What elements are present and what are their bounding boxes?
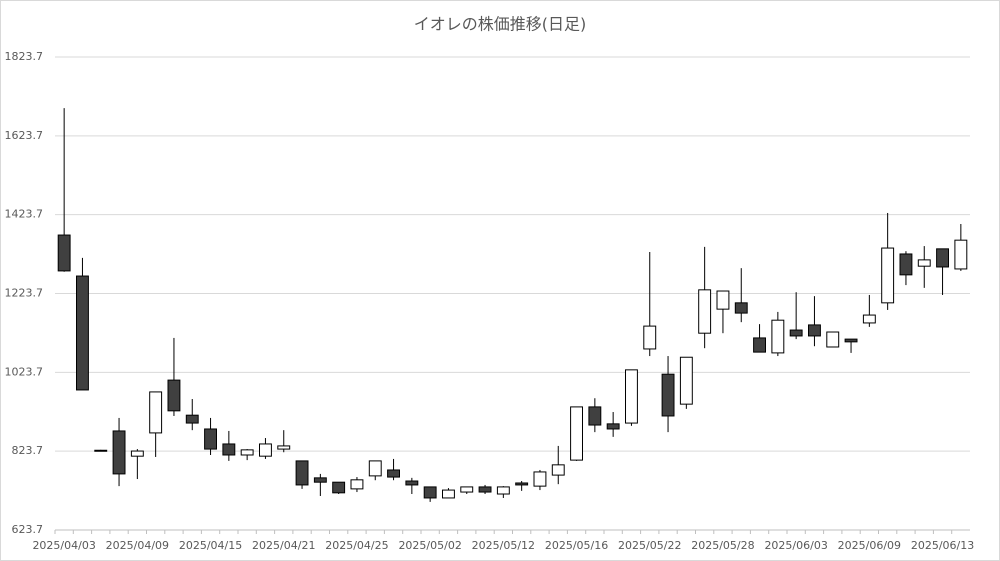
candle-body [716,290,730,310]
candle-body [94,449,108,452]
candle-body [259,443,272,457]
candle-body [734,302,748,314]
candle-body [643,325,657,350]
candle-body [313,477,327,483]
y-tick-label: 823.7 [12,444,44,457]
candle-body [789,329,803,337]
candle-body [405,480,419,486]
candle-body [112,430,126,475]
candle-body [350,479,364,490]
candle-body [551,464,565,476]
x-tick-label: 2025/05/22 [618,539,681,552]
candle-body [57,234,71,272]
x-tick-label: 2025/05/12 [472,539,535,552]
candle-body [881,247,895,304]
candle-body [917,259,931,267]
x-tick-label: 2025/05/16 [545,539,608,552]
candle-body [679,356,693,405]
x-tick-label: 2025/05/02 [398,539,461,552]
candle-body [625,369,638,424]
candle-body [753,337,766,353]
candle-body [478,486,492,493]
candle-body [606,423,620,430]
y-tick-label: 1023.7 [5,365,44,378]
x-tick-label: 2025/04/03 [32,539,95,552]
x-tick-label: 2025/05/28 [691,539,754,552]
y-tick-label: 1623.7 [5,129,44,142]
y-tick-label: 1823.7 [5,50,44,63]
candle-body [185,414,199,424]
candle-body [332,481,346,494]
candle-body [222,443,236,456]
candle-body [936,248,949,268]
candle-body [808,324,821,337]
x-tick-label: 2025/04/09 [106,539,169,552]
candle-body [570,406,583,461]
x-tick-label: 2025/04/15 [179,539,242,552]
chart-title: イオレの株価推移(日足) [414,15,587,34]
candle-body [149,391,163,434]
candle-body [460,486,474,493]
candle-body [533,471,547,487]
candle-body [387,469,400,478]
x-tick-label: 2025/06/03 [764,539,827,552]
candle-body [515,482,529,486]
x-tick-label: 2025/06/09 [838,539,901,552]
y-tick-label: 1423.7 [5,208,44,221]
candle-body [661,373,675,417]
candle-body [423,486,437,499]
x-tick-label: 2025/04/21 [252,539,315,552]
y-tick-label: 1223.7 [5,287,44,300]
candle-body [167,379,181,412]
candle-body [130,450,144,457]
candle-body [277,445,291,450]
x-tick-label: 2025/04/25 [325,539,388,552]
candle-body [899,253,913,276]
candle-body [954,239,968,270]
x-tick-label: 2025/06/13 [911,539,974,552]
candle-body [496,486,510,495]
candle-body [771,319,785,354]
candle-body [442,489,455,499]
candle-body [204,428,217,450]
candle-body [698,289,712,334]
candle-body [240,449,254,456]
candle-body [844,338,858,343]
candle-body [862,314,876,324]
y-tick-label: 623.7 [12,523,44,536]
candle-body [76,275,89,391]
candle-body [826,331,840,348]
candle-body [295,460,309,486]
candle-body [588,406,602,426]
candle-body [368,460,382,477]
